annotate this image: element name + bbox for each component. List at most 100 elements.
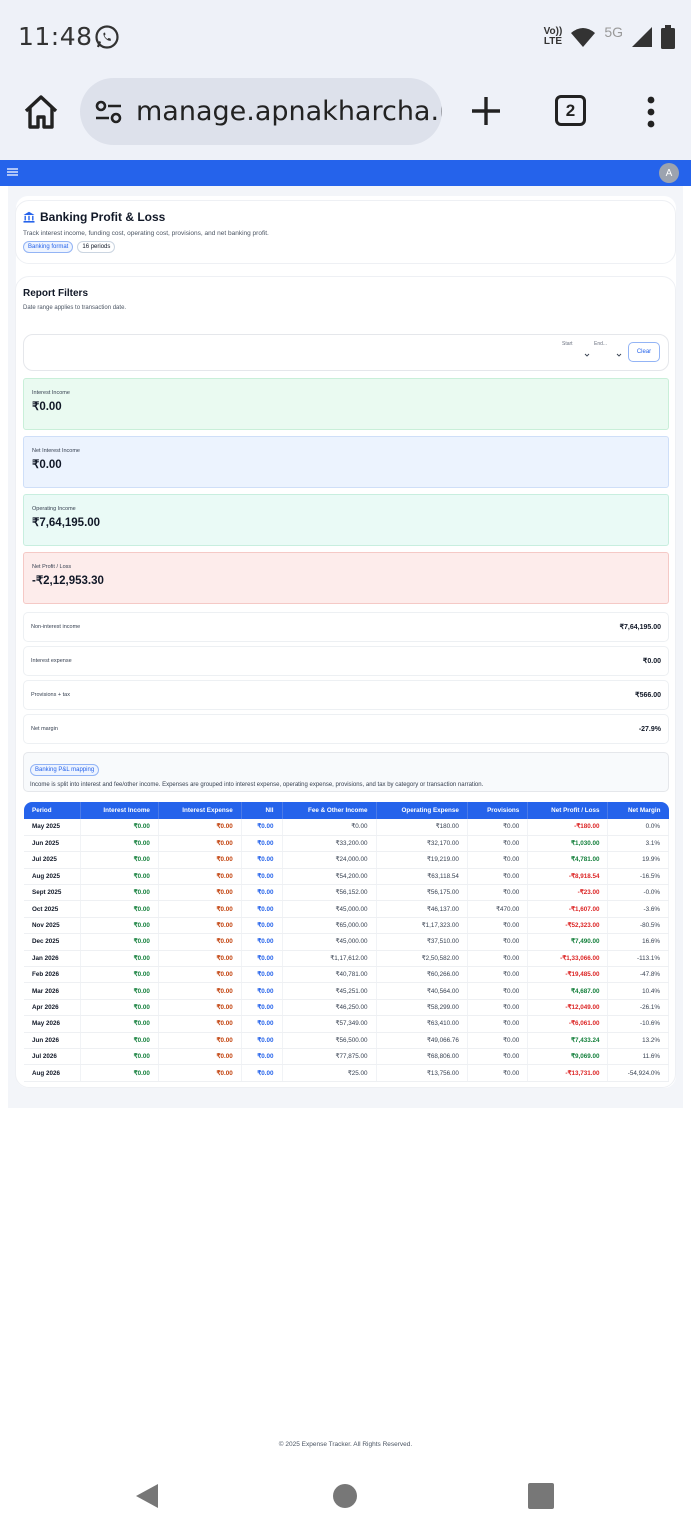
table-cell: ₹0.00: [80, 900, 159, 918]
table-cell: ₹0.00: [241, 884, 283, 902]
end-date-label: End...: [594, 341, 608, 347]
table-cell: -10.6%: [607, 1015, 669, 1033]
table-cell: -113.1%: [607, 950, 669, 968]
stat-label: Net margin: [31, 726, 58, 732]
avatar[interactable]: A: [659, 163, 679, 183]
table-cell: Jun 2026: [24, 1032, 81, 1049]
table-cell: ₹0.00: [80, 851, 159, 869]
table-row: Jun 2026 ₹0.00 ₹0.00 ₹0.00 ₹56,500.00 ₹49,066…: [24, 1032, 669, 1049]
table-cell: ₹40,781.00: [282, 966, 377, 984]
stat-value: ₹566.00: [635, 692, 661, 699]
table-cell: ₹0.00: [80, 1032, 159, 1049]
table-cell: ₹0.00: [80, 1048, 159, 1066]
table-cell: ₹0.00: [158, 933, 242, 951]
report-header-card: Banking Profit & Loss Track interest inc…: [15, 200, 676, 264]
start-date-select[interactable]: Start: [562, 341, 592, 363]
table-cell: ₹0.00: [241, 819, 283, 836]
column-header[interactable]: Net Margin: [607, 802, 669, 819]
column-header[interactable]: Fee & Other Income: [282, 802, 377, 819]
table-cell: ₹0.00: [158, 1015, 242, 1033]
table-cell: ₹0.00: [80, 982, 159, 1000]
table-cell: -47.8%: [607, 966, 669, 984]
table-cell: ₹56,152.00: [282, 884, 377, 902]
table-cell: ₹0.00: [241, 868, 283, 886]
table-cell: ₹0.00: [241, 1048, 283, 1066]
table-cell: ₹2,50,582.00: [376, 950, 468, 968]
table-row: Jul 2026 ₹0.00 ₹0.00 ₹0.00 ₹77,875.00 ₹68,806…: [24, 1048, 669, 1066]
home-circle-icon[interactable]: [333, 1484, 357, 1508]
column-header[interactable]: Period: [24, 802, 81, 819]
metric-operating-income: Operating Income ₹7,64,195.00: [23, 494, 669, 546]
clear-button[interactable]: Clear: [628, 342, 660, 362]
battery-icon: [661, 25, 675, 49]
table-cell: ₹0.00: [158, 966, 242, 984]
pl-mapping-chip: Banking P&L mapping: [30, 764, 100, 776]
table-cell: ₹33,200.00: [282, 835, 377, 853]
table-cell: ₹1,17,323.00: [376, 917, 468, 935]
table-cell: ₹37,510.00: [376, 933, 468, 951]
metric-label: Operating Income: [32, 506, 76, 512]
table-cell: ₹470.00: [467, 900, 529, 918]
table-cell: ₹0.00: [80, 917, 159, 935]
stat-label: Provisions + tax: [31, 692, 70, 698]
status-icons: Vo)) LTE 5G: [544, 24, 675, 50]
plus-icon[interactable]: [468, 93, 504, 129]
recents-icon[interactable]: [528, 1483, 554, 1509]
table-cell: ₹25.00: [282, 1064, 377, 1082]
table-cell: ₹0.00: [80, 868, 159, 886]
hamburger-icon[interactable]: [7, 167, 18, 177]
table-cell: ₹0.00: [467, 1048, 529, 1066]
table-cell: ₹56,175.00: [376, 884, 468, 902]
back-icon[interactable]: [134, 1482, 160, 1510]
table-cell: ₹4,687.00: [527, 982, 609, 1000]
home-icon[interactable]: [22, 93, 60, 131]
table-cell: -3.6%: [607, 900, 669, 918]
column-header[interactable]: Provisions: [467, 802, 529, 819]
table-cell: 0.0%: [607, 819, 669, 836]
metric-label: Interest Income: [32, 390, 70, 396]
table-cell: ₹58,299.00: [376, 999, 468, 1017]
more-vert-icon[interactable]: [640, 95, 662, 129]
table-cell: -₹8,918.54: [527, 868, 609, 886]
table-cell: ₹46,137.00: [376, 900, 468, 918]
table-cell: ₹40,564.00: [376, 982, 468, 1000]
table-cell: Jun 2025: [24, 835, 81, 853]
table-cell: ₹0.00: [80, 933, 159, 951]
table-cell: ₹0.00: [467, 982, 529, 1000]
table-cell: 11.6%: [607, 1048, 669, 1066]
table-cell: Aug 2026: [24, 1064, 81, 1082]
column-header[interactable]: NII: [241, 802, 283, 819]
table-cell: ₹24,000.00: [282, 851, 377, 869]
address-bar[interactable]: manage.apnakharcha.in/: [80, 78, 442, 145]
table-cell: ₹0.00: [241, 933, 283, 951]
table-cell: ₹0.00: [241, 950, 283, 968]
table-cell: ₹45,000.00: [282, 900, 377, 918]
table-row: Sept 2025 ₹0.00 ₹0.00 ₹0.00 ₹56,152.00 ₹56,17…: [24, 884, 669, 902]
column-header[interactable]: Net Profit / Loss: [527, 802, 609, 819]
column-header[interactable]: Interest Income: [80, 802, 159, 819]
table-cell: ₹0.00: [467, 835, 529, 853]
table-cell: 19.9%: [607, 851, 669, 869]
tab-switcher-button[interactable]: 2: [555, 95, 586, 126]
table-cell: ₹1,17,612.00: [282, 950, 377, 968]
end-date-select[interactable]: End...: [594, 341, 624, 363]
table-row: Aug 2025 ₹0.00 ₹0.00 ₹0.00 ₹54,200.00 ₹63,118…: [24, 868, 669, 886]
table-cell: ₹63,410.00: [376, 1015, 468, 1033]
start-date-label: Start: [562, 341, 573, 347]
table-cell: ₹9,069.00: [527, 1048, 609, 1066]
table-cell: ₹0.00: [241, 1032, 283, 1049]
table-cell: -₹12,049.00: [527, 999, 609, 1017]
metric-net-profit-loss: Net Profit / Loss -₹2,12,953.30: [23, 552, 669, 604]
pl-mapping-note: Banking P&L mapping Income is split into…: [23, 752, 669, 792]
table-cell: ₹0.00: [467, 1015, 529, 1033]
column-header[interactable]: Operating Expense: [376, 802, 468, 819]
table-cell: ₹0.00: [467, 966, 529, 984]
table-cell: ₹7,433.24: [527, 1032, 609, 1049]
app-header: A: [0, 160, 691, 186]
column-header[interactable]: Interest Expense: [158, 802, 242, 819]
table-row: Jun 2025 ₹0.00 ₹0.00 ₹0.00 ₹33,200.00 ₹32,170…: [24, 835, 669, 853]
table-cell: ₹0.00: [282, 819, 377, 836]
stat-provisions-tax: Provisions + tax ₹566.00: [23, 680, 669, 710]
site-settings-icon[interactable]: [94, 97, 124, 127]
table-row: Oct 2025 ₹0.00 ₹0.00 ₹0.00 ₹45,000.00 ₹46,137…: [24, 900, 669, 918]
